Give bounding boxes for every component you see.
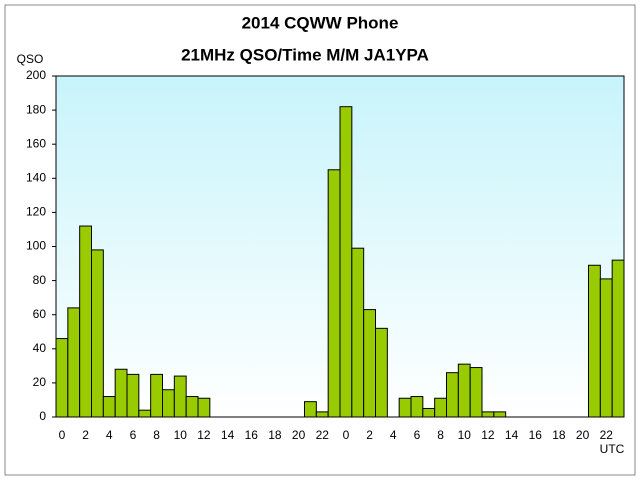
y-tick-label: 60 xyxy=(33,307,47,321)
bar xyxy=(375,327,388,418)
x-tick-label: 4 xyxy=(106,428,113,442)
y-tick-label: 100 xyxy=(26,239,46,253)
bar xyxy=(351,247,365,418)
x-tick-label: 18 xyxy=(552,428,566,442)
x-tick-label: 20 xyxy=(292,428,306,442)
bar xyxy=(611,259,625,418)
x-tick-label: 14 xyxy=(505,428,519,442)
y-axis-label: QSO xyxy=(17,52,44,66)
x-tick-label: 6 xyxy=(414,428,421,442)
bar xyxy=(493,411,507,418)
bar xyxy=(469,367,483,418)
bar xyxy=(150,373,164,418)
y-tick-label: 160 xyxy=(26,136,46,150)
y-tick-label: 200 xyxy=(26,68,46,82)
x-tick-label: 16 xyxy=(245,428,259,442)
bar xyxy=(162,389,175,418)
bar xyxy=(304,401,317,418)
bar xyxy=(434,397,447,418)
x-tick-label: 0 xyxy=(59,428,66,442)
bar xyxy=(446,372,459,418)
y-tick-label: 0 xyxy=(39,409,46,423)
bar xyxy=(410,396,424,418)
bar xyxy=(588,264,601,418)
x-tick-label: 16 xyxy=(529,428,543,442)
bar xyxy=(126,373,140,418)
x-tick-label: 18 xyxy=(268,428,282,442)
x-tick-label: 4 xyxy=(390,428,397,442)
x-tick-label: 0 xyxy=(343,428,350,442)
bar xyxy=(197,397,211,418)
x-tick-label: 6 xyxy=(130,428,137,442)
bar xyxy=(91,249,104,418)
bar xyxy=(79,225,92,418)
bar xyxy=(185,396,199,418)
bar xyxy=(114,368,128,418)
y-tick-label: 40 xyxy=(33,341,47,355)
x-tick-label: 22 xyxy=(600,428,614,442)
x-tick-label: 22 xyxy=(316,428,330,442)
x-tick-label: 8 xyxy=(153,428,160,442)
chart-subtitle: 21MHz QSO/Time M/M JA1YPA xyxy=(181,45,429,64)
bar xyxy=(481,411,495,418)
bar xyxy=(327,169,341,418)
y-tick-label: 140 xyxy=(26,170,46,184)
x-axis-label: UTC xyxy=(600,442,625,456)
bar xyxy=(102,396,116,418)
bar xyxy=(315,411,329,418)
bar xyxy=(363,309,376,418)
x-tick-label: 2 xyxy=(366,428,373,442)
y-tick-label: 20 xyxy=(33,375,47,389)
x-tick-label: 14 xyxy=(221,428,235,442)
chart-title: 2014 CQWW Phone xyxy=(242,13,399,32)
bar xyxy=(67,307,81,418)
bar xyxy=(55,338,69,418)
x-tick-label: 10 xyxy=(174,428,188,442)
bar xyxy=(599,278,613,418)
bar xyxy=(398,397,412,418)
y-tick-label: 180 xyxy=(26,102,46,116)
x-tick-label: 10 xyxy=(458,428,472,442)
bar xyxy=(422,407,436,418)
x-tick-label: 12 xyxy=(481,428,495,442)
x-tick-label: 20 xyxy=(576,428,590,442)
x-tick-label: 2 xyxy=(82,428,89,442)
x-tick-label: 12 xyxy=(197,428,211,442)
bar xyxy=(138,409,152,418)
bar xyxy=(339,106,353,418)
bar xyxy=(173,375,187,418)
y-tick-label: 80 xyxy=(33,273,47,287)
bar xyxy=(457,363,471,418)
x-tick-label: 8 xyxy=(437,428,444,442)
y-tick-label: 120 xyxy=(26,205,46,219)
